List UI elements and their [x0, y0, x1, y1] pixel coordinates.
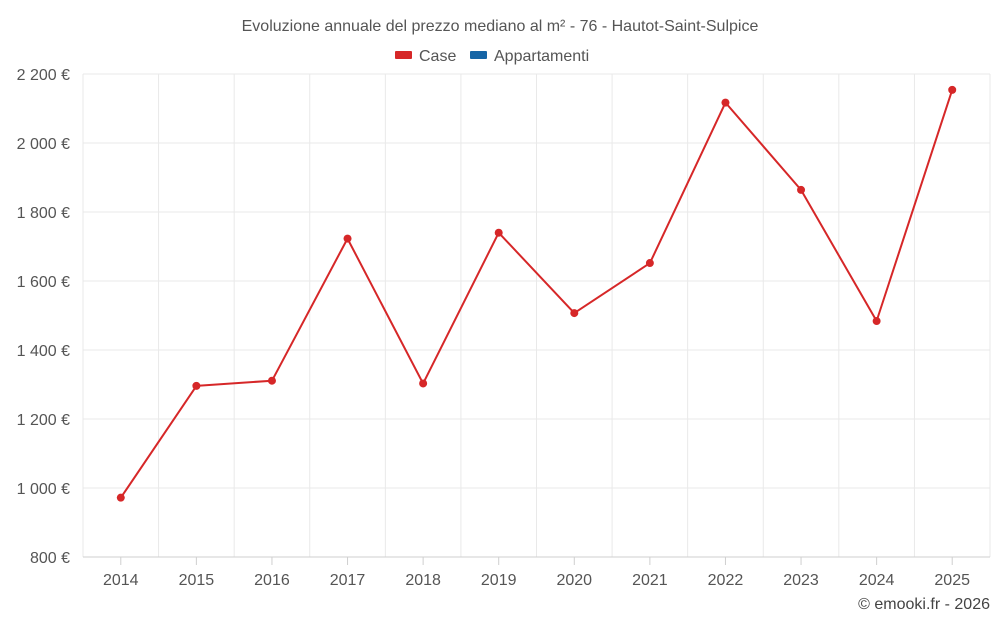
series-line-0	[119, 89, 954, 499]
x-tick-label: 2024	[859, 572, 895, 589]
data-point-2025[interactable]	[948, 85, 957, 94]
legend-swatch-appartamenti	[470, 51, 487, 59]
x-tick-label: 2018	[405, 572, 441, 589]
data-point-2016[interactable]	[267, 376, 276, 385]
y-tick-label: 1 200 €	[17, 412, 70, 429]
data-point-2018[interactable]	[419, 379, 428, 388]
axes: 800 € 1 000 € 1 200 € 1 400 € 1 600 € 1 800 €…	[17, 67, 990, 589]
data-point-2023[interactable]	[797, 185, 806, 194]
x-tick-label: 2019	[481, 572, 517, 589]
legend-item-appartamenti[interactable]: Appartamenti	[470, 48, 589, 65]
data-point-2014[interactable]	[116, 493, 125, 502]
data-point-2015[interactable]	[192, 381, 201, 390]
series-case	[116, 85, 957, 502]
x-tick-label: 2023	[783, 572, 819, 589]
y-tick-label: 800 €	[30, 550, 70, 567]
y-tick-label: 1 600 €	[17, 274, 70, 291]
x-tick-label: 2017	[330, 572, 366, 589]
y-tick-label: 2 200 €	[17, 67, 70, 84]
legend-item-case[interactable]: Case	[395, 48, 456, 65]
y-tick-label: 2 000 €	[17, 136, 70, 153]
data-point-2021[interactable]	[645, 259, 654, 268]
grid	[82, 73, 991, 557]
x-tick-label: 2014	[103, 572, 139, 589]
x-tick-label: 2015	[179, 572, 215, 589]
data-point-2020[interactable]	[570, 309, 579, 318]
legend-label-appartamenti: Appartamenti	[494, 48, 589, 65]
x-tick-label: 2020	[556, 572, 592, 589]
data-point-2017[interactable]	[343, 234, 352, 243]
x-tick-label: 2022	[708, 572, 744, 589]
data-point-2019[interactable]	[494, 228, 503, 237]
legend: Case Appartamenti	[395, 48, 589, 65]
data-point-2024[interactable]	[872, 317, 881, 326]
data-point-2022[interactable]	[721, 98, 730, 107]
credit-text: © emooki.fr - 2026	[858, 596, 990, 613]
y-tick-label: 1 400 €	[17, 343, 70, 360]
x-tick-label: 2016	[254, 572, 290, 589]
x-tick-label: 2021	[632, 572, 668, 589]
y-tick-label: 1 000 €	[17, 481, 70, 498]
legend-label-case: Case	[419, 48, 456, 65]
y-tick-label: 1 800 €	[17, 205, 70, 222]
legend-swatch-case	[395, 51, 412, 59]
chart-title: Evoluzione annuale del prezzo mediano al…	[242, 18, 759, 35]
x-tick-label: 2025	[934, 572, 970, 589]
